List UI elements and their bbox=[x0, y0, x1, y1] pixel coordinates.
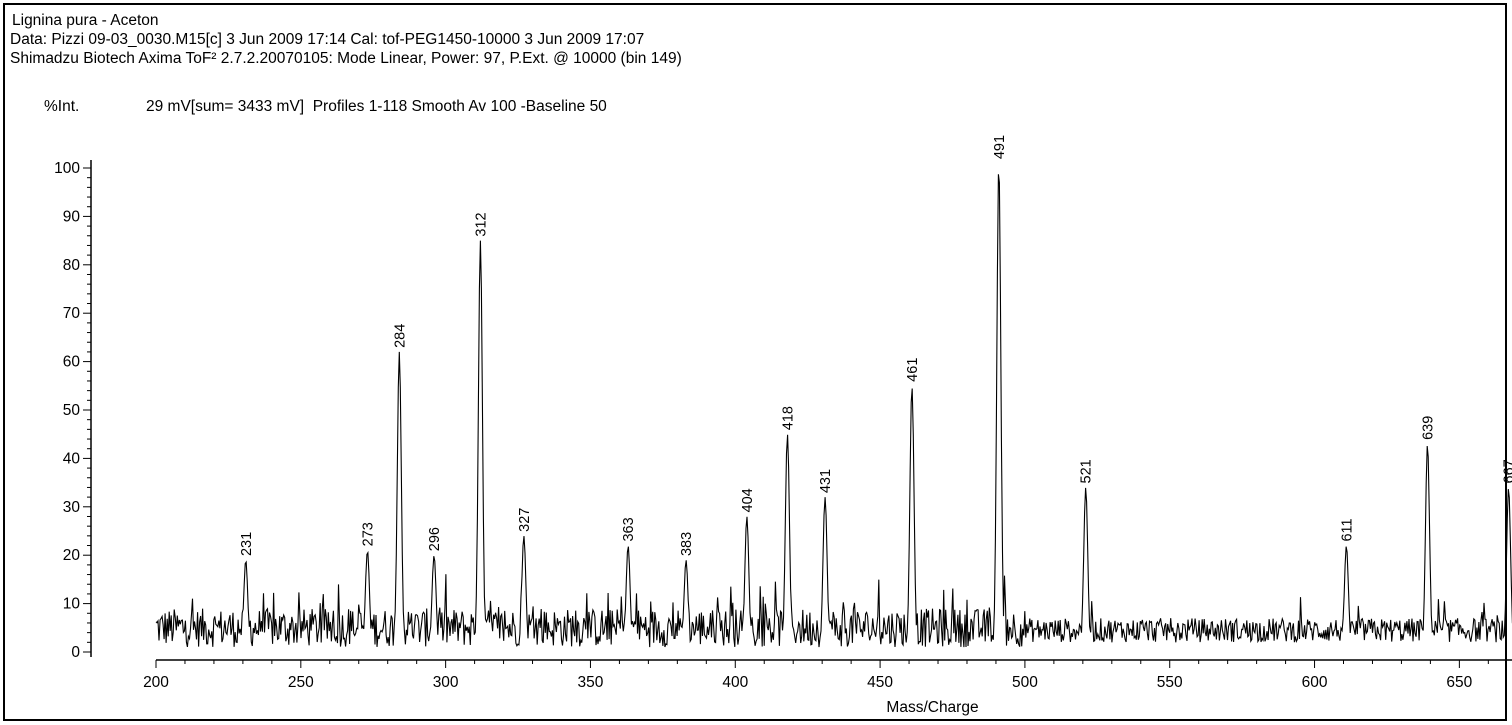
x-tick-label: 600 bbox=[1302, 674, 1328, 691]
x-tick-label: 450 bbox=[867, 674, 893, 691]
peak-label-327: 327 bbox=[517, 508, 533, 532]
y-tick-label: 60 bbox=[63, 354, 81, 371]
x-tick-label: 200 bbox=[143, 674, 169, 691]
peak-label-363: 363 bbox=[621, 517, 637, 541]
y-axis-unit: %Int. bbox=[44, 98, 80, 115]
peak-label-521: 521 bbox=[1079, 459, 1095, 483]
y-tick-label: 10 bbox=[63, 596, 81, 613]
x-tick-label: 250 bbox=[288, 674, 314, 691]
y-tick-label: 80 bbox=[63, 257, 81, 274]
peak-label-611: 611 bbox=[1339, 518, 1355, 541]
y-tick-label: 20 bbox=[63, 547, 81, 564]
x-tick-label: 550 bbox=[1157, 674, 1183, 691]
x-tick-label: 650 bbox=[1446, 674, 1472, 691]
x-tick-label: 400 bbox=[722, 674, 748, 691]
peak-label-461: 461 bbox=[905, 358, 921, 382]
peak-label-284: 284 bbox=[392, 324, 408, 348]
peak-label-639: 639 bbox=[1421, 416, 1437, 440]
y-tick-label: 50 bbox=[63, 402, 81, 419]
acquisition-info: 29 mV[sum= 3433 mV] Profiles 1-118 Smoot… bbox=[146, 98, 607, 115]
x-tick-label: 300 bbox=[433, 674, 459, 691]
y-tick-label: 70 bbox=[63, 305, 81, 322]
sample-title: Lignina pura - Aceton bbox=[12, 12, 159, 29]
peak-label-418: 418 bbox=[780, 406, 796, 430]
peak-label-273: 273 bbox=[360, 522, 376, 546]
y-tick-label: 30 bbox=[63, 499, 81, 516]
y-tick-label: 0 bbox=[71, 644, 80, 661]
y-tick-label: 100 bbox=[54, 160, 80, 177]
spectrum-line bbox=[155, 174, 1512, 648]
data-file-info: Data: Pizzi 09-03_0030.M15[c] 3 Jun 2009… bbox=[10, 31, 645, 48]
y-tick-label: 40 bbox=[63, 450, 81, 467]
chart-frame bbox=[3, 3, 1507, 721]
peak-label-296: 296 bbox=[427, 527, 443, 551]
x-tick-label: 500 bbox=[1012, 674, 1038, 691]
peak-label-667: 667 bbox=[1502, 459, 1512, 483]
y-tick-label: 90 bbox=[63, 208, 81, 225]
peak-label-312: 312 bbox=[473, 212, 489, 236]
peak-label-431: 431 bbox=[818, 469, 834, 493]
peak-label-383: 383 bbox=[679, 532, 695, 556]
x-axis-label: Mass/Charge bbox=[886, 699, 978, 716]
peak-label-491: 491 bbox=[992, 135, 1008, 159]
peak-label-404: 404 bbox=[740, 488, 756, 512]
instrument-info: Shimadzu Biotech Axima ToF² 2.7.2.200701… bbox=[10, 50, 682, 67]
x-tick-label: 350 bbox=[578, 674, 604, 691]
peak-label-231: 231 bbox=[239, 532, 255, 556]
